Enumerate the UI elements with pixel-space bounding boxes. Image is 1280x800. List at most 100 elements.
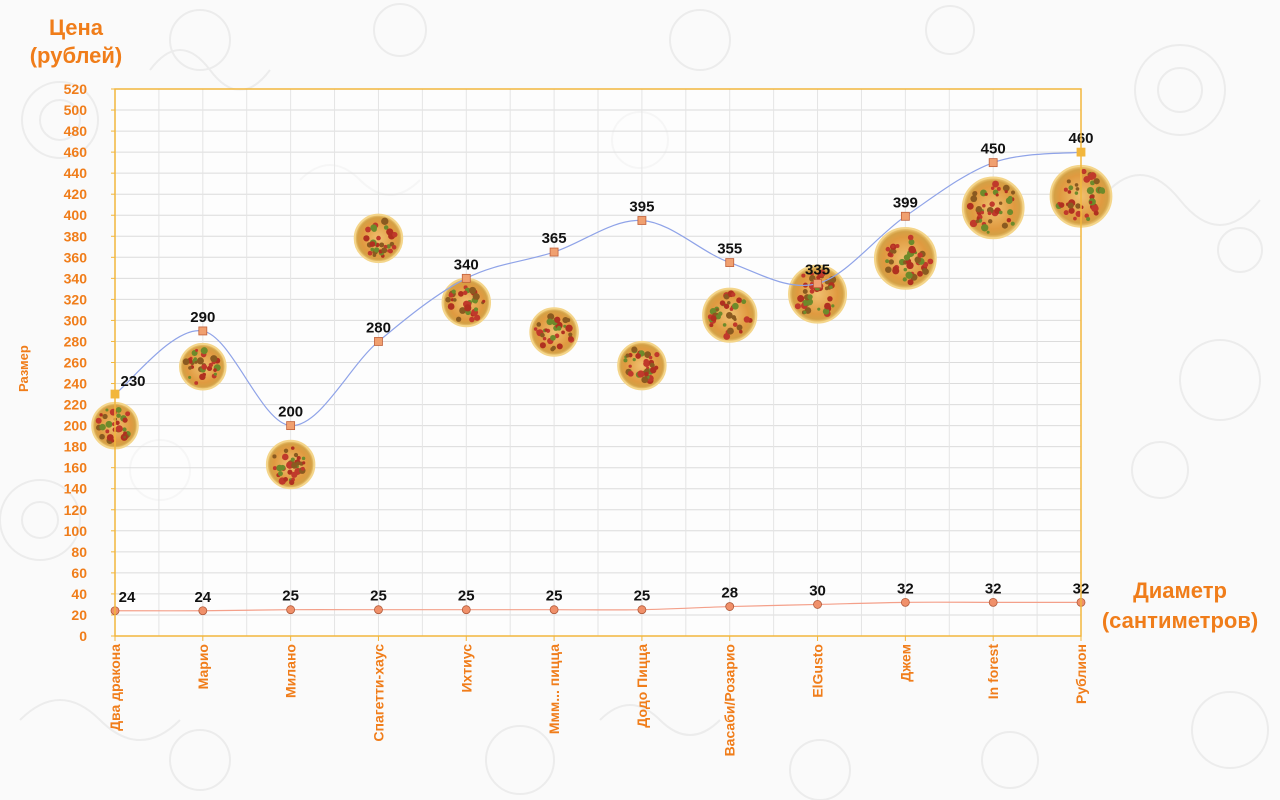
pizza-topping	[568, 332, 573, 337]
pizza-topping	[544, 328, 548, 332]
pizza-topping	[556, 343, 563, 350]
pizza-topping	[369, 241, 376, 247]
price-marker	[637, 216, 647, 225]
pizza-topping	[99, 413, 103, 417]
pizza-topping	[195, 348, 199, 352]
y-tick-label: 160	[64, 460, 88, 476]
y-tick-label: 200	[64, 418, 88, 434]
pizza-topping	[903, 254, 911, 261]
pizza-topping	[654, 351, 660, 358]
pizza-topping	[1089, 200, 1093, 204]
pizza-topping	[386, 244, 391, 249]
pizza-topping	[99, 423, 106, 431]
pizza-topping	[287, 469, 293, 475]
pizza-topping	[922, 261, 929, 268]
y-tick-label: 240	[64, 376, 88, 392]
x-tick-label: Васаби/Розарио	[722, 644, 738, 756]
pizza-icon	[179, 342, 227, 391]
price-marker	[988, 158, 998, 168]
pizza-icon	[873, 226, 937, 290]
pizza-topping	[649, 362, 655, 368]
pizza-topping	[907, 279, 914, 286]
price-data-label: 335	[805, 262, 830, 279]
pizza-topping	[568, 335, 574, 341]
pizza-topping	[536, 329, 540, 334]
pizza-topping	[1089, 172, 1097, 180]
pizza-topping	[445, 296, 451, 303]
pizza-topping	[464, 304, 472, 312]
pizza-icon	[441, 277, 492, 328]
pizza-topping	[1098, 187, 1106, 194]
x-tick-label: Спагетти-хаус	[370, 644, 386, 742]
pizza-topping	[992, 180, 999, 188]
size-axis-label: Размер	[16, 345, 31, 392]
pizza-topping	[831, 304, 835, 308]
y-tick-label: 440	[64, 165, 88, 181]
pizza-topping	[982, 204, 986, 208]
pizza-topping	[550, 334, 556, 341]
pizza-topping	[733, 317, 737, 322]
pizza-topping	[469, 286, 477, 294]
pizza-topping	[715, 314, 721, 320]
pizza-topping	[1002, 184, 1010, 192]
x-tick-label: Джем	[897, 644, 913, 682]
pizza-topping	[892, 266, 898, 272]
pizza-topping	[641, 376, 649, 384]
pizza-topping	[731, 292, 736, 297]
pizza-topping	[807, 294, 813, 300]
y-tick-label: 180	[64, 439, 88, 455]
pizza-topping	[473, 299, 478, 304]
pizza-topping	[719, 300, 726, 306]
pizza-topping	[365, 226, 371, 233]
pizza-topping	[111, 439, 115, 443]
pizza-topping	[452, 298, 457, 302]
y-tick-label: 400	[64, 207, 88, 223]
x-tick-label: ElGusto	[810, 644, 826, 698]
pizza-topping	[1075, 203, 1081, 209]
pizza-topping	[643, 358, 649, 365]
pizza-topping	[200, 347, 208, 355]
price-data-label: 290	[190, 309, 215, 326]
diameter-data-label: 25	[634, 588, 651, 605]
pizza-topping	[382, 218, 388, 224]
pizza-topping	[1005, 197, 1013, 205]
price-marker	[725, 258, 735, 267]
pizza-topping	[199, 373, 206, 381]
pizza-topping	[738, 329, 743, 334]
pizza-topping	[272, 454, 277, 459]
diameter-data-label: 25	[370, 588, 387, 605]
pizza-topping	[816, 275, 821, 280]
pizza-topping	[1075, 210, 1082, 218]
pizza-topping	[998, 210, 1003, 215]
diameter-data-label: 28	[721, 585, 738, 602]
pizza-topping	[115, 425, 123, 433]
pizza-topping	[710, 315, 717, 322]
diameter-data-label: 24	[119, 589, 136, 606]
pizza-topping	[1068, 207, 1075, 214]
pizza-topping	[1066, 179, 1071, 184]
price-marker	[900, 211, 910, 221]
pizza-topping	[829, 285, 833, 290]
price-data-label: 365	[542, 230, 567, 247]
pizza-topping	[822, 308, 830, 315]
pizza-topping	[123, 435, 127, 439]
pizza-topping	[301, 456, 306, 461]
diameter-data-label: 25	[546, 588, 563, 605]
pizza-topping	[539, 342, 546, 349]
y-tick-label: 480	[64, 123, 88, 139]
diameter-data-label: 24	[194, 589, 211, 606]
x-tick-label: Рублион	[1073, 644, 1089, 704]
pizza-topping	[922, 268, 929, 275]
y-tick-label: 40	[71, 586, 87, 602]
pizza-topping	[293, 452, 299, 458]
pizza-topping	[302, 461, 306, 465]
pizza-topping	[386, 228, 394, 236]
pizza-topping	[794, 303, 801, 310]
pizza-topping	[732, 322, 738, 327]
x-tick-label: Ммм... пицца	[546, 644, 562, 734]
pizza-topping	[895, 243, 900, 249]
pizza-topping	[1007, 209, 1014, 216]
pizza-topping	[988, 219, 993, 224]
pizza-topping	[908, 245, 916, 254]
pizza-topping	[283, 477, 288, 482]
